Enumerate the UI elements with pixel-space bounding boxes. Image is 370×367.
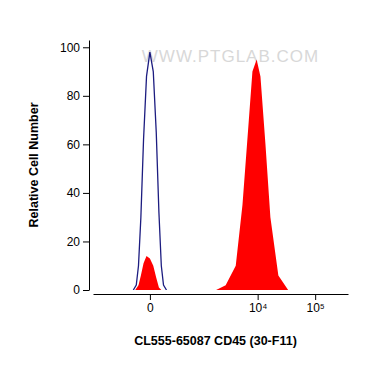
x-tick: 10⁵ <box>306 294 324 315</box>
x-tick-mark <box>150 294 151 300</box>
y-tick-label: 40 <box>67 186 81 200</box>
y-tick: 0 <box>73 283 89 297</box>
y-tick: 40 <box>67 186 89 200</box>
y-axis: 0 20 40 60 80 100 <box>60 41 90 298</box>
x-tick-label: 0 <box>147 301 154 315</box>
x-tick-mark <box>315 294 316 300</box>
x-tick: 0 <box>147 294 154 315</box>
y-tick-mark <box>83 290 89 291</box>
chart: WWW.PTGLAB.COM 0 10⁴ 10⁵ 0 20 40 60 80 100 CL555-6… <box>0 0 370 367</box>
y-tick-label: 20 <box>67 235 81 249</box>
y-tick-label: 0 <box>73 283 80 297</box>
y-axis-line <box>89 41 90 291</box>
y-axis-title: Relative Cell Number <box>27 102 41 227</box>
y-tick-label: 60 <box>67 138 81 152</box>
plot-area <box>133 52 288 290</box>
y-tick: 60 <box>67 138 89 152</box>
y-tick-mark <box>83 241 89 242</box>
x-axis-title: CL555-65087 CD45 (30-F11) <box>134 334 297 348</box>
y-tick-mark <box>83 144 89 145</box>
histogram-line <box>133 52 166 290</box>
y-tick: 80 <box>67 89 89 103</box>
x-axis-line <box>94 294 349 295</box>
x-tick-label: 10⁴ <box>249 301 268 315</box>
y-tick-mark <box>83 96 89 97</box>
y-tick: 20 <box>67 235 89 249</box>
x-axis: 0 10⁴ 10⁵ <box>94 294 349 315</box>
y-tick-mark <box>83 193 89 194</box>
watermark: WWW.PTGLAB.COM <box>142 47 319 66</box>
y-tick-mark <box>83 47 89 48</box>
y-tick: 100 <box>60 41 89 55</box>
y-tick-label: 80 <box>67 89 81 103</box>
y-tick-label: 100 <box>60 41 80 55</box>
x-tick-mark <box>258 294 259 300</box>
x-tick-label: 10⁵ <box>306 301 324 315</box>
x-tick: 10⁴ <box>249 294 268 315</box>
